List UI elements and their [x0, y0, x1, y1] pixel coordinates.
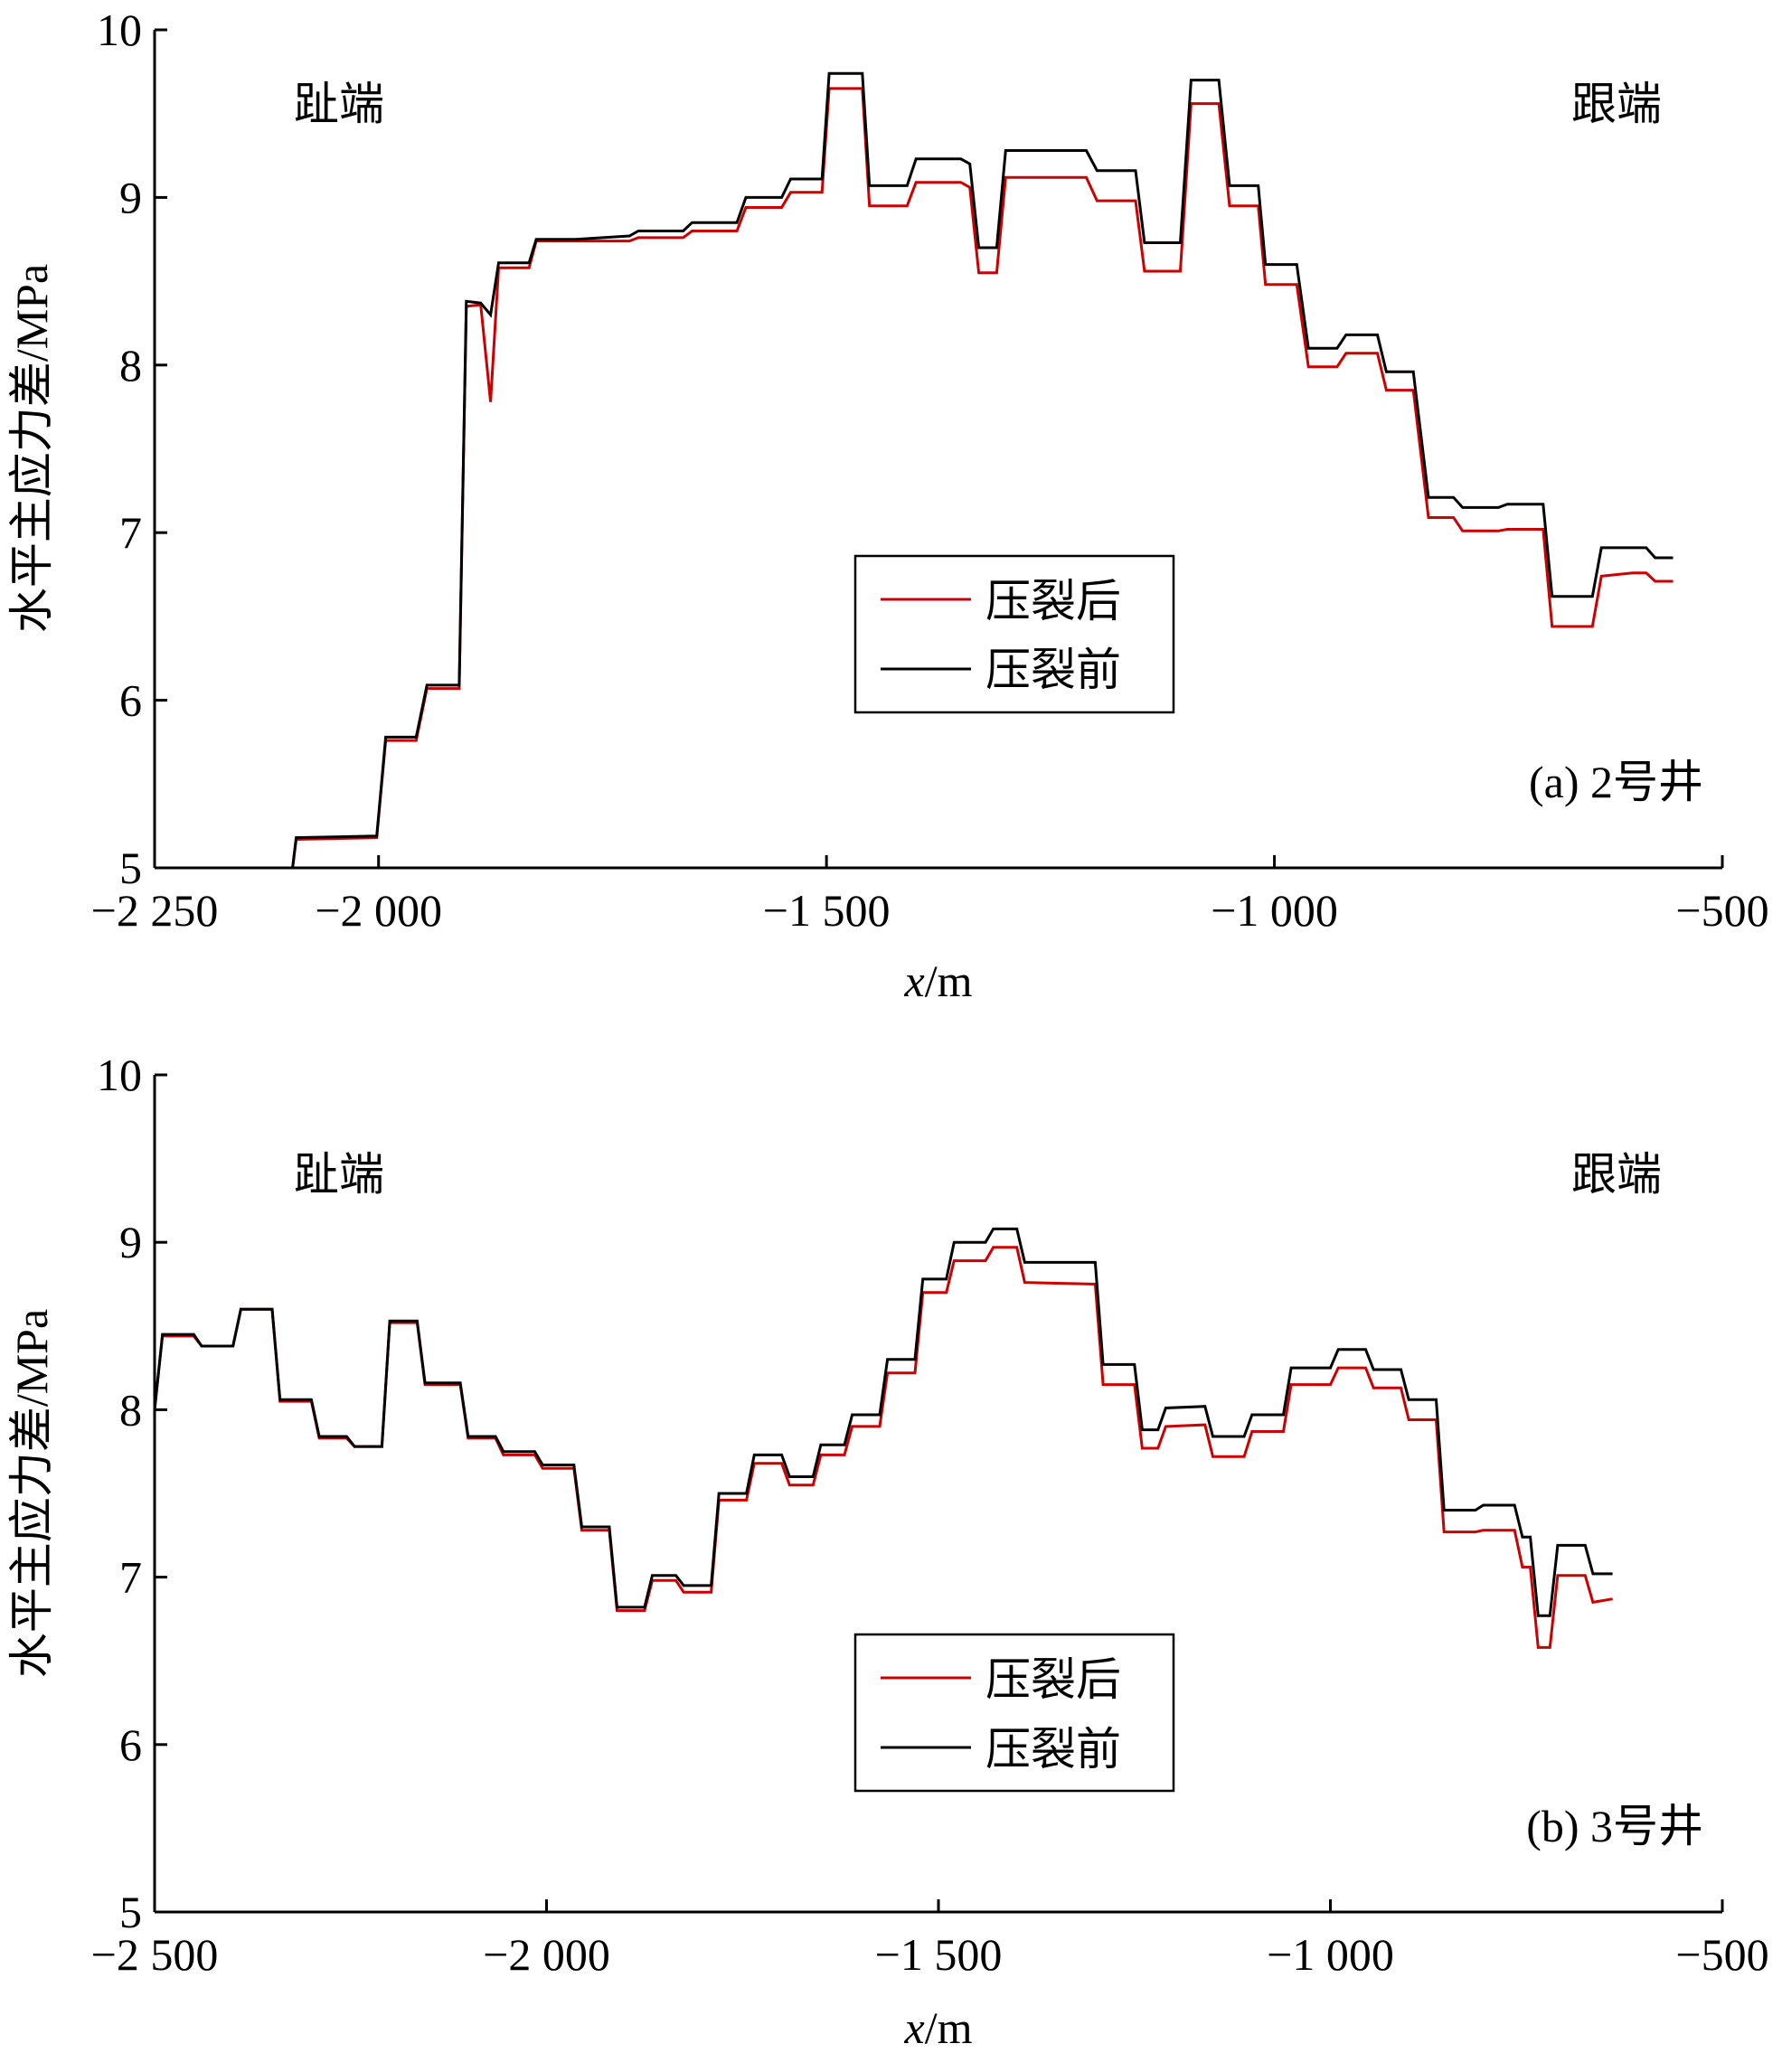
x-tick-label: −2 000	[315, 885, 442, 936]
legend: 压裂后 压裂前	[853, 554, 1175, 714]
annotation-left: 趾端	[294, 1149, 384, 1200]
y-tick-label: 7	[119, 1552, 142, 1603]
panel-label: (b) 3号井	[1526, 1801, 1703, 1851]
y-tick-label: 10	[97, 5, 142, 55]
x-axis-title: x/m	[904, 956, 973, 1006]
x-tick-label: −2 250	[91, 885, 219, 936]
annotation-right: 跟端	[1571, 1149, 1662, 1200]
x-tick-label: −1 500	[763, 885, 891, 936]
axis-ticks: −2 500 −2 000 −1 500 −1 000 −500 5 6 7 8 9 10	[91, 1050, 1769, 1980]
legend-label-before: 压裂前	[985, 1724, 1121, 1775]
legend: 压裂后 压裂前	[853, 1633, 1175, 1793]
chart-panel-a: −2 250 −2 000 −1 500 −1 000 −500 5 6 7 8 9 10 趾端 跟…	[6, 5, 1769, 1006]
y-tick-label: 10	[97, 1050, 142, 1100]
x-axis-title-unit: /m	[925, 956, 973, 1006]
series-line-after-fracturing	[153, 1246, 1613, 1649]
annotation-right: 跟端	[1571, 79, 1662, 129]
annotation-left: 趾端	[294, 79, 384, 129]
y-axis-title: 水平主应力差/MPa	[6, 264, 57, 633]
y-axis-title: 水平主应力差/MPa	[6, 1309, 57, 1678]
x-tick-label: −2 000	[483, 1929, 610, 1980]
x-axis-title-var: x	[904, 956, 925, 1006]
x-tick-label: −2 500	[91, 1929, 219, 1980]
x-axis-title-var: x	[904, 2002, 925, 2053]
series-line-before-fracturing	[153, 1227, 1613, 1617]
series-group	[291, 71, 1674, 869]
y-tick-label: 9	[119, 1217, 142, 1267]
y-tick-label: 8	[119, 1384, 142, 1435]
x-axis-title: x/m	[904, 2002, 973, 2053]
series-group	[153, 1227, 1613, 1649]
series-line-after-fracturing	[291, 87, 1674, 869]
y-tick-label: 8	[119, 340, 142, 391]
panel-label: (a) 2号井	[1529, 757, 1703, 807]
y-tick-label: 5	[119, 843, 142, 893]
legend-box	[853, 1633, 1175, 1793]
series-line-before-fracturing	[291, 71, 1674, 869]
x-tick-label: −1 000	[1211, 885, 1338, 936]
y-tick-label: 5	[119, 1887, 142, 1937]
y-tick-label: 6	[119, 1719, 142, 1770]
x-tick-label: −1 000	[1267, 1929, 1394, 1980]
x-tick-label: −500	[1675, 1929, 1768, 1980]
legend-label-after: 压裂后	[985, 1654, 1121, 1705]
legend-label-after: 压裂后	[985, 576, 1121, 626]
legend-label-before: 压裂前	[985, 645, 1121, 695]
y-tick-label: 7	[119, 507, 142, 558]
axis-ticks: −2 250 −2 000 −1 500 −1 000 −500 5 6 7 8 9 10	[91, 5, 1769, 936]
y-tick-label: 9	[119, 172, 142, 222]
y-tick-label: 6	[119, 675, 142, 726]
x-axis-title-unit: /m	[925, 2002, 973, 2053]
chart-panel-b: −2 500 −2 000 −1 500 −1 000 −500 5 6 7 8 9 10 趾端 跟…	[6, 1050, 1769, 2053]
x-tick-label: −500	[1675, 885, 1768, 936]
legend-box	[853, 554, 1175, 714]
x-tick-label: −1 500	[875, 1929, 1003, 1980]
